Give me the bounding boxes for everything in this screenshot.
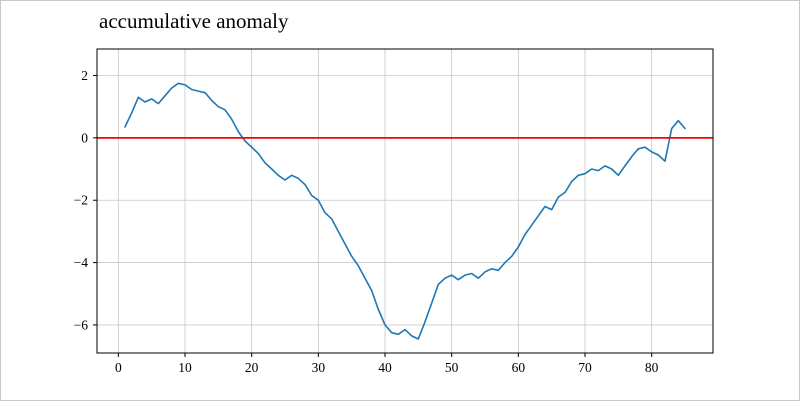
x-tick-label: 40 bbox=[378, 360, 392, 375]
chart-title: accumulative anomaly bbox=[99, 9, 289, 33]
y-tick-label: 2 bbox=[81, 68, 88, 83]
y-tick-label: 0 bbox=[81, 130, 88, 145]
y-tick-label: −2 bbox=[74, 193, 88, 208]
anomaly-line bbox=[124, 82, 686, 340]
x-tick-label: 60 bbox=[512, 360, 526, 375]
x-tick-label: 20 bbox=[245, 360, 259, 375]
x-tick-label: 30 bbox=[312, 360, 326, 375]
grid bbox=[97, 49, 713, 353]
x-tick-label: 50 bbox=[445, 360, 459, 375]
plot-border bbox=[96, 48, 714, 354]
y-tick-label: −6 bbox=[74, 317, 89, 332]
x-tick-label: 80 bbox=[645, 360, 659, 375]
x-tick-label: 0 bbox=[115, 360, 122, 375]
y-tick-label: −4 bbox=[74, 255, 89, 270]
x-tick-label: 10 bbox=[178, 360, 192, 375]
x-tick-label: 70 bbox=[578, 360, 592, 375]
